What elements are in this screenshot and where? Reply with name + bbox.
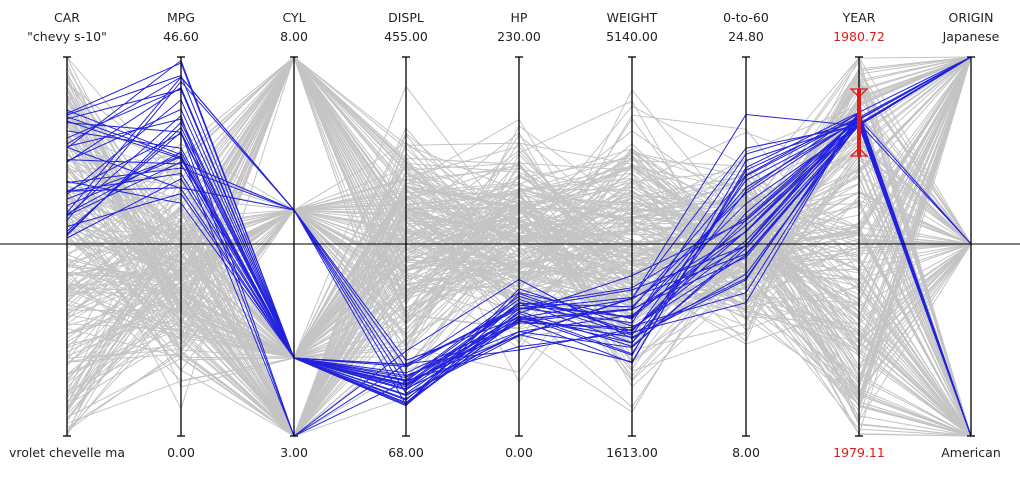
brush-top-handle[interactable] — [849, 88, 869, 98]
brush-bottom-handle[interactable] — [849, 147, 869, 157]
axis-min-hp: 0.00 — [505, 445, 533, 460]
axis-title-cyl: CYL — [282, 10, 305, 25]
axis-max-year: 1980.72 — [833, 29, 885, 44]
axis-min-displ: 68.00 — [388, 445, 424, 460]
axis-min-0-to-60: 8.00 — [732, 445, 760, 460]
axis-title-weight: WEIGHT — [607, 10, 658, 25]
axis-title-0-to-60: 0-to-60 — [723, 10, 769, 25]
axis-max-car: "chevy s-10" — [27, 29, 107, 44]
axis-min-weight: 1613.00 — [606, 445, 658, 460]
axis-min-origin: American — [941, 445, 1001, 460]
axis-min-year: 1979.11 — [833, 445, 885, 460]
axis-title-displ: DISPL — [388, 10, 424, 25]
axes — [63, 56, 975, 437]
axis-max-mpg: 46.60 — [163, 29, 199, 44]
axis-title-origin: ORIGIN — [949, 10, 994, 25]
axis-title-hp: HP — [511, 10, 528, 25]
axis-min-car: vrolet chevelle ma — [9, 445, 125, 460]
axis-title-car: CAR — [54, 10, 80, 25]
year-brush[interactable] — [849, 88, 869, 157]
axis-max-cyl: 8.00 — [280, 29, 308, 44]
axis-title-mpg: MPG — [167, 10, 195, 25]
axis-max-hp: 230.00 — [497, 29, 541, 44]
axis-max-displ: 455.00 — [384, 29, 428, 44]
axis-max-origin: Japanese — [942, 29, 1000, 44]
axis-title-year: YEAR — [842, 10, 876, 25]
axis-min-cyl: 3.00 — [280, 445, 308, 460]
axis-min-mpg: 0.00 — [167, 445, 195, 460]
axis-max-weight: 5140.00 — [606, 29, 658, 44]
brush-bar[interactable] — [857, 89, 861, 156]
axis-max-0-to-60: 24.80 — [728, 29, 764, 44]
